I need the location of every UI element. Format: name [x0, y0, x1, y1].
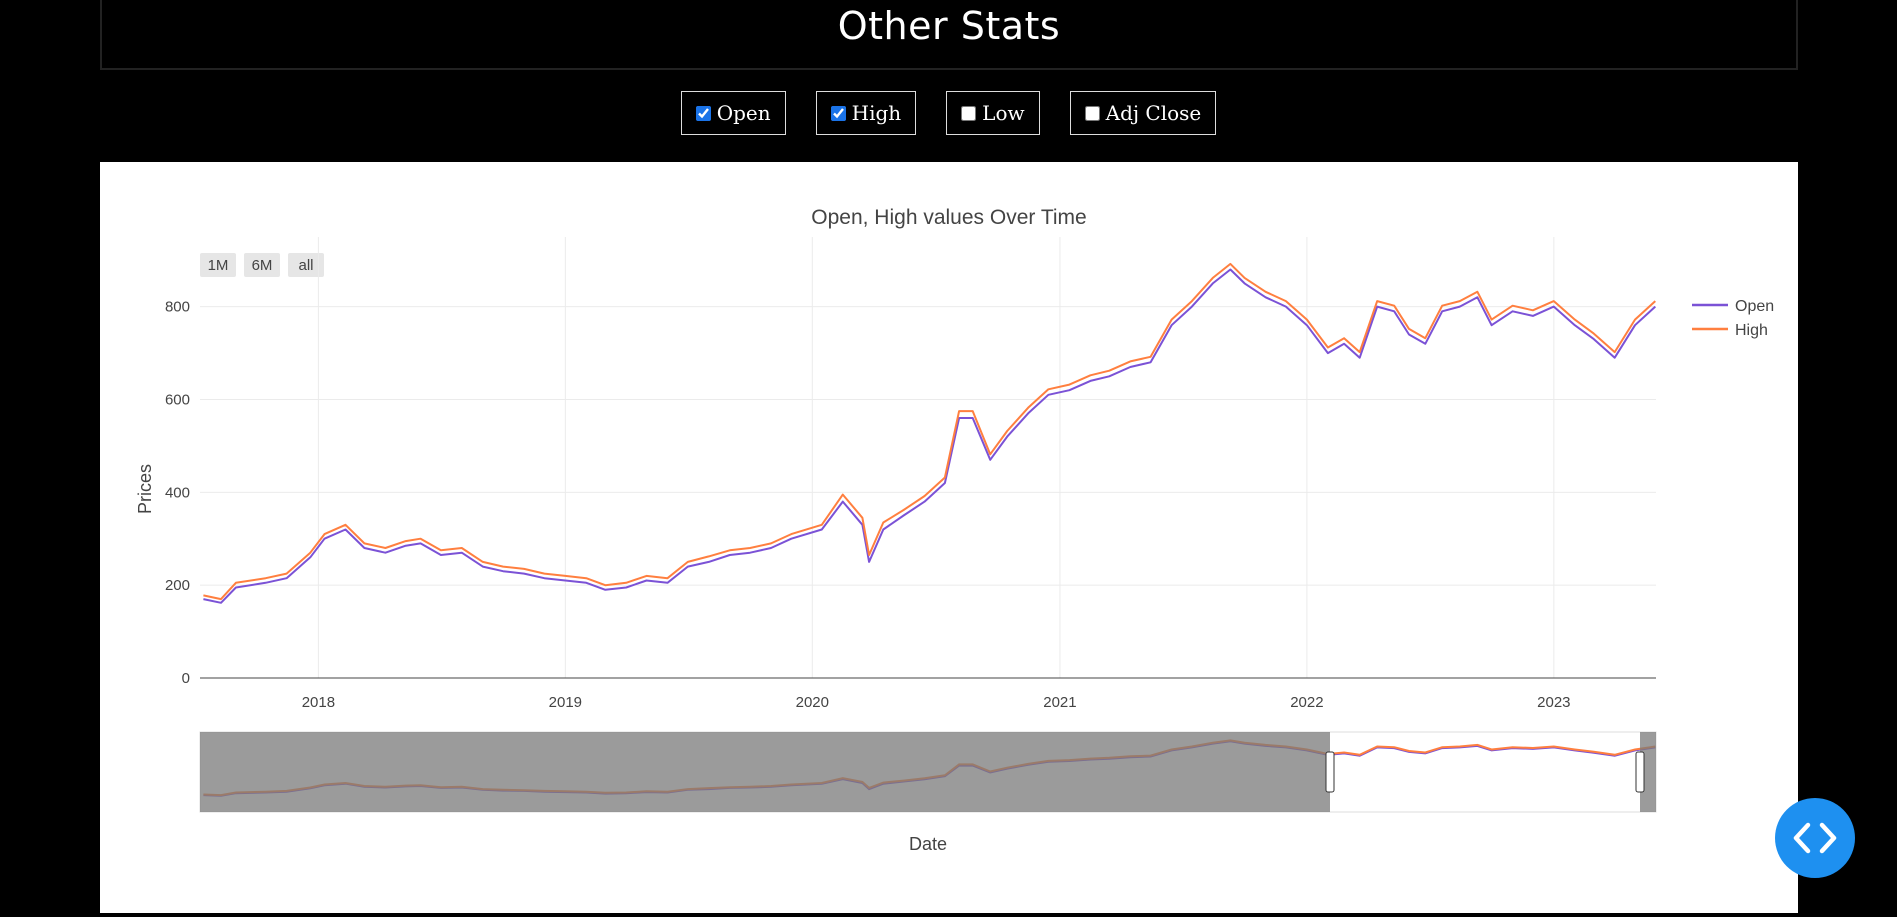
- toggle-high[interactable]: High: [815, 91, 917, 135]
- x-axis-label: Date: [909, 834, 947, 854]
- range-button-1m[interactable]: 1M: [200, 253, 236, 277]
- x-axis-ticks: 2018 2019 2020 2021 2022 2023: [302, 694, 1571, 711]
- x-tick-label-2021: 2021: [1043, 694, 1076, 711]
- checkbox-low[interactable]: [961, 105, 977, 121]
- x-tick-label-2018: 2018: [302, 694, 335, 711]
- toggle-high-label: High: [851, 101, 902, 125]
- y-tick-label-600: 600: [165, 391, 190, 408]
- series-toggles: Open High Low Adj Close: [0, 91, 1897, 135]
- range-slider-handle-left[interactable]: [1325, 751, 1335, 793]
- legend-item-open[interactable]: Open: [1692, 298, 1774, 315]
- chart-title: Open, High values Over Time: [811, 206, 1086, 229]
- chart-panel: Open, High values Over Time 1M 6M all 0 2…: [100, 162, 1798, 913]
- toggle-low-label: Low: [982, 101, 1025, 125]
- line-chart[interactable]: Open, High values Over Time 1M 6M all 0 2…: [100, 162, 1798, 913]
- range-slider-handle-right[interactable]: [1635, 751, 1645, 793]
- series-line-high: [203, 262, 1656, 601]
- legend-label-high: High: [1735, 322, 1768, 339]
- x-tick-label-2019: 2019: [549, 694, 582, 711]
- range-slider[interactable]: [199, 731, 1657, 813]
- checkbox-high[interactable]: [830, 105, 846, 121]
- header-panel: Other Stats: [100, 0, 1798, 70]
- y-tick-label-800: 800: [165, 299, 190, 316]
- series-line-open: [203, 268, 1656, 604]
- y-axis-ticks: 0 200 400 600 800: [165, 299, 190, 687]
- legend: Open High: [1692, 298, 1774, 339]
- series-lines: [203, 262, 1656, 604]
- y-axis-label: Prices: [135, 464, 155, 514]
- toggle-adj-close[interactable]: Adj Close: [1069, 91, 1217, 135]
- range-button-6m-label: 6M: [252, 257, 273, 274]
- checkbox-open[interactable]: [695, 105, 711, 121]
- code-toggle-button[interactable]: [1775, 798, 1855, 878]
- toggle-open-label: Open: [716, 101, 771, 125]
- checkbox-adj-close[interactable]: [1084, 105, 1100, 121]
- x-tick-label-2020: 2020: [796, 694, 829, 711]
- range-button-all[interactable]: all: [288, 253, 324, 277]
- range-slider-mask-right: [1640, 732, 1656, 812]
- range-button-6m[interactable]: 6M: [244, 253, 280, 277]
- y-tick-label-400: 400: [165, 484, 190, 501]
- toggle-open[interactable]: Open: [680, 91, 786, 135]
- code-icon: [1793, 822, 1837, 854]
- y-tick-label-200: 200: [165, 577, 190, 594]
- range-button-all-label: all: [298, 257, 313, 274]
- toggle-low[interactable]: Low: [946, 91, 1040, 135]
- range-button-1m-label: 1M: [208, 257, 229, 274]
- y-tick-label-0: 0: [182, 670, 190, 687]
- range-selector: 1M 6M all: [200, 253, 324, 277]
- x-tick-label-2023: 2023: [1537, 694, 1570, 711]
- page-title: Other Stats: [837, 4, 1061, 48]
- toggle-adj-close-label: Adj Close: [1105, 101, 1202, 125]
- gridlines: [200, 237, 1656, 678]
- legend-item-high[interactable]: High: [1692, 322, 1768, 339]
- legend-label-open: Open: [1735, 298, 1774, 315]
- x-tick-label-2022: 2022: [1290, 694, 1323, 711]
- range-slider-mask-left: [200, 732, 1330, 812]
